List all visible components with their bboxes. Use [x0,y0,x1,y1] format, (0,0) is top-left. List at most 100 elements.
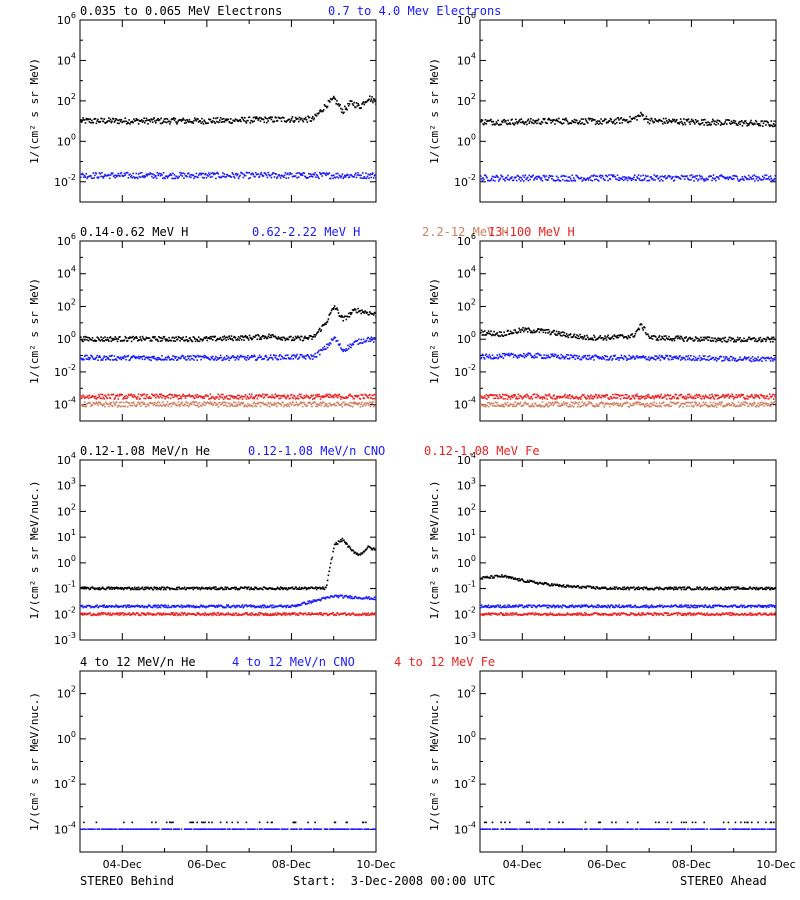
data-point [271,357,273,359]
data-point [141,358,144,361]
data-point [371,96,373,98]
data-point [573,403,576,405]
data-point [595,403,598,405]
data-point [481,334,484,336]
data-point [599,174,602,177]
data-point [285,397,287,400]
data-point [308,357,311,359]
data-point [202,403,205,406]
data-point [598,120,601,122]
data-point [647,121,649,124]
data-point [530,356,533,359]
data-point [251,393,253,396]
data-point [608,398,610,400]
data-point [540,328,543,330]
data-point [269,405,271,408]
data-point [572,406,575,408]
data-point [590,179,592,181]
data-point [593,174,595,176]
data-point [168,336,170,339]
data-point [536,393,538,396]
data-point [740,120,742,123]
data-point [89,402,91,404]
data-point [515,121,518,123]
data-point [575,336,577,339]
data-point [186,404,188,407]
data-point [201,405,203,407]
data-point [754,406,757,408]
data-point [198,586,201,589]
data-point [105,401,107,404]
data-point [612,358,614,360]
data-point [525,121,527,123]
data-point [102,587,105,590]
data-point [165,359,168,361]
data-point [166,401,169,403]
data-point [733,359,736,362]
data-point [124,397,127,400]
data-point [108,402,111,404]
data-point [340,404,342,406]
data-point [640,175,642,177]
data-point [329,313,331,315]
data-point [529,329,531,332]
data-point [177,398,180,400]
data-point [561,175,563,177]
data-point [531,398,534,400]
data-point [208,337,211,340]
data-point [98,356,100,358]
data-point [654,118,656,120]
data-point [487,120,490,122]
data-point [707,178,709,181]
data-point [166,177,169,179]
data-point [498,180,500,182]
data-point [153,395,155,397]
data-point [733,119,735,122]
data-point [685,118,687,121]
data-point [772,340,774,343]
data-point [565,117,567,120]
data-point [679,404,682,406]
data-point [512,332,515,334]
data-point [233,120,236,122]
data-point [651,335,653,337]
data-point [619,404,621,406]
data-point [346,108,348,111]
data-point [226,395,228,397]
data-point [568,405,570,408]
data-point [371,402,373,404]
data-point [660,338,662,341]
data-point [324,403,327,405]
data-point [296,336,298,339]
data-point [721,341,723,343]
data-point [137,123,140,125]
data-point [91,356,94,358]
data-point [220,176,223,179]
data-point [561,335,563,337]
data-point [315,115,318,117]
data-point [615,358,617,361]
data-point [130,588,133,590]
data-point [137,393,140,396]
data-point [314,172,316,174]
data-point [594,119,596,121]
data-point [87,339,90,342]
data-point [295,401,298,403]
data-point [677,401,680,404]
data-point [608,403,610,405]
data-point [501,393,504,396]
data-point [686,120,688,122]
data-point [542,331,545,334]
data-point [194,340,197,343]
data-point [329,177,332,180]
data-point [282,175,284,178]
data-point [642,355,644,357]
data-point [101,587,103,589]
data-point [159,395,162,398]
data-point [118,404,120,407]
data-point [336,176,338,178]
y-tick-label: 106 [57,11,76,27]
data-point [83,174,86,177]
data-point [370,336,373,339]
data-point [483,404,486,406]
